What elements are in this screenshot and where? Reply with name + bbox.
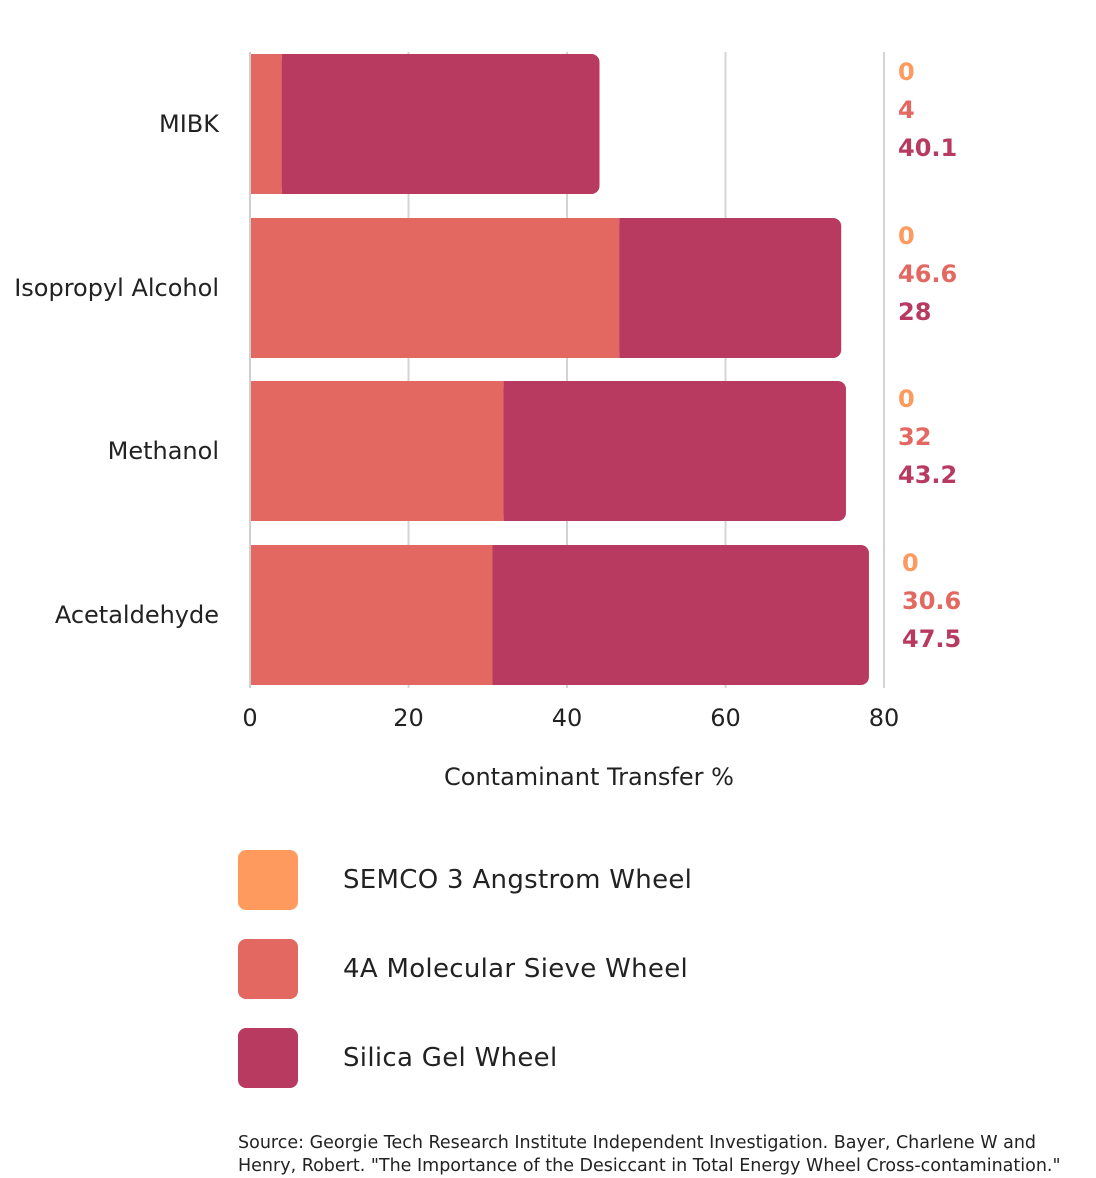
value-label: 28 [898,298,931,326]
legend-swatch-silica-gel [238,1028,298,1088]
value-label: 30.6 [902,587,961,615]
x-tick-label: 40 [552,704,583,732]
legend-label-4a-sieve: 4A Molecular Sieve Wheel [343,954,689,984]
legend-item-silica-gel: Silica Gel Wheel [238,1028,692,1088]
legend-label-semco: SEMCO 3 Angstrom Wheel [343,865,693,895]
bar-segment-edge [619,218,632,358]
bar-segment [250,218,620,358]
value-label: 0 [898,58,915,86]
legend-swatch-4a-sieve [238,939,298,999]
source-note: Source: Georgie Tech Research Institute … [238,1133,1061,1176]
category-label: Methanol [108,437,219,465]
bar-segment [619,218,842,358]
bar-segment [503,381,846,521]
value-label: 4 [898,96,915,124]
bar-segment-edge [503,381,516,521]
x-tick-label: 20 [393,704,424,732]
value-label: 0 [898,385,915,413]
bar-chart: MIBK 0 4 40.1 Isopropyl Alcohol 0 46.6 28 Methan… [14,52,961,791]
category-label: Acetaldehyde [55,601,219,629]
value-label: 47.5 [902,625,961,653]
value-label: 40.1 [898,134,957,162]
legend-swatch-semco [238,850,298,910]
bar-segment [250,381,504,521]
bar-segment [250,545,493,685]
bar-segment-edge [281,54,294,194]
legend-item-semco: SEMCO 3 Angstrom Wheel [238,850,692,910]
x-tick-label: 0 [242,704,257,732]
value-label: 43.2 [898,461,957,489]
category-label: Isopropyl Alcohol [14,274,219,302]
legend-label-silica-gel: Silica Gel Wheel [343,1043,558,1073]
category-label: MIBK [159,110,220,138]
value-label: 0 [902,549,919,577]
bar-segment [281,54,600,194]
value-label: 0 [898,222,915,250]
x-tick-label: 60 [710,704,741,732]
bar-segment [492,545,869,685]
legend-item-4a-sieve: 4A Molecular Sieve Wheel [238,939,692,999]
bar-segment-edge [492,545,505,685]
legend: SEMCO 3 Angstrom Wheel 4A Molecular Siev… [238,850,692,1117]
x-tick-label: 80 [869,704,900,732]
bar-segment [250,54,282,194]
value-label: 32 [898,423,931,451]
value-label: 46.6 [898,260,957,288]
x-axis-title: Contaminant Transfer % [444,763,734,791]
